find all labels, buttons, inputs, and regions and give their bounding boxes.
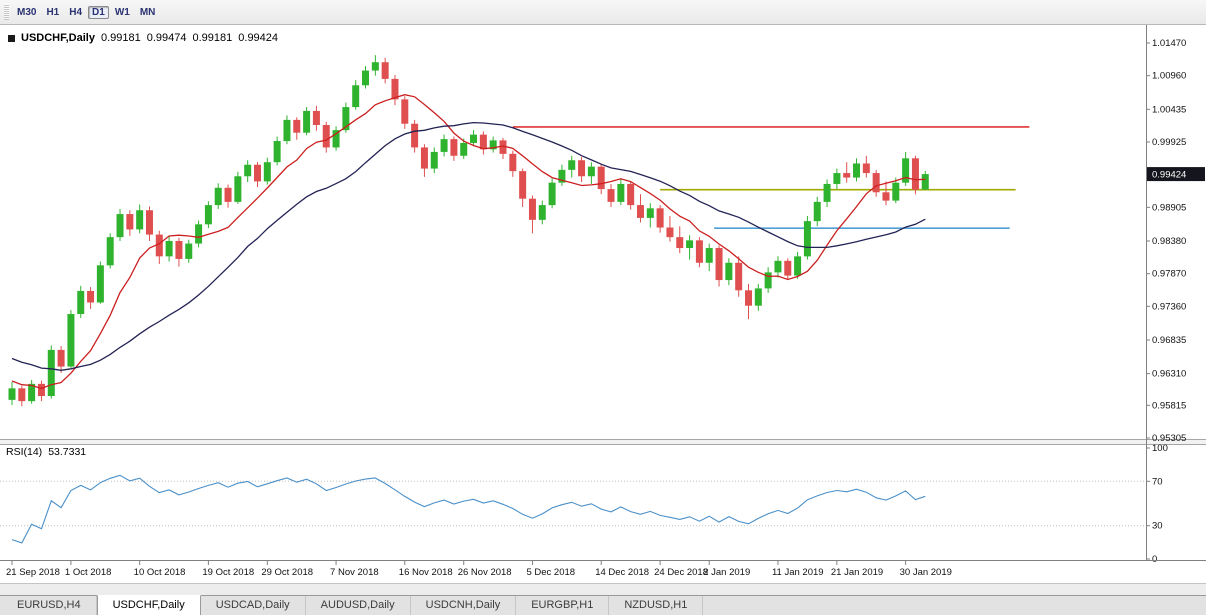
svg-text:30 Jan 2019: 30 Jan 2019 [900,567,952,578]
svg-text:1 Oct 2018: 1 Oct 2018 [65,567,111,578]
chart-tab-usdchf-daily[interactable]: USDCHF,Daily [96,595,201,615]
chart-window: 1.01470 1.00960 1.00435 0.99925 0.98905 0.983… [0,25,1206,595]
svg-text:21 Jan 2019: 21 Jan 2019 [831,567,883,578]
timeframe-button-h1[interactable]: H1 [46,7,60,18]
timeframe-buttons: M30 H1 H4 D1 W1 MN [12,2,160,22]
svg-text:0.97360: 0.97360 [1152,301,1186,312]
svg-text:0.98905: 0.98905 [1152,202,1186,213]
svg-text:1.00435: 1.00435 [1152,104,1186,115]
svg-text:0.96835: 0.96835 [1152,335,1186,346]
chart-tabs-bar: EURUSD,H4 USDCHF,Daily USDCAD,Daily AUDUSD,… [0,595,1206,615]
timeframe-button-h4[interactable]: H4 [69,7,83,18]
svg-text:0.95305: 0.95305 [1152,433,1186,444]
chart-tab-usdcad-daily[interactable]: USDCAD,Daily [201,596,306,615]
timeframe-button-mn[interactable]: MN [139,7,156,18]
svg-text:24 Dec 2018: 24 Dec 2018 [654,567,708,578]
rsi-plot [0,474,1146,544]
svg-text:5 Dec 2018: 5 Dec 2018 [526,567,575,578]
chart-tab-audusd-daily[interactable]: AUDUSD,Daily [306,596,411,615]
svg-text:16 Nov 2018: 16 Nov 2018 [399,567,453,578]
horizontal-scroll-strip[interactable] [0,583,1206,595]
svg-text:11 Jan 2019: 11 Jan 2019 [772,567,824,578]
svg-text:14 Dec 2018: 14 Dec 2018 [595,567,649,578]
toolbar-grip[interactable] [4,4,9,20]
chart-tab-nzdusd-h1[interactable]: NZDUSD,H1 [609,596,704,615]
svg-text:1.00960: 1.00960 [1152,71,1186,82]
svg-text:0.98380: 0.98380 [1152,236,1186,247]
timeframe-button-d1[interactable]: D1 [88,6,109,19]
date-axis[interactable]: 21 Sep 2018 1 Oct 2018 10 Oct 2018 19 Oct 2… [0,560,1206,579]
svg-text:30: 30 [1152,521,1163,532]
current-price-badge: 0.99424 [1147,167,1205,182]
chart-canvas[interactable]: 1.01470 1.00960 1.00435 0.99925 0.98905 0.983… [0,25,1206,595]
svg-text:0.96310: 0.96310 [1152,369,1186,380]
svg-text:0.99424: 0.99424 [1152,170,1186,181]
horizontal-line-objects[interactable] [512,126,1030,229]
svg-text:19 Oct 2018: 19 Oct 2018 [202,567,254,578]
timeframe-button-w1[interactable]: W1 [114,7,130,18]
chart-tab-eurgbp-h1[interactable]: EURGBP,H1 [516,596,610,615]
panel-divider[interactable] [0,439,1206,445]
chart-tab-usdcnh-daily[interactable]: USDCNH,Daily [411,596,517,615]
moving-average-lines [11,94,926,390]
svg-text:0.99925: 0.99925 [1152,137,1186,148]
svg-text:10 Oct 2018: 10 Oct 2018 [134,567,186,578]
svg-text:29 Oct 2018: 29 Oct 2018 [261,567,313,578]
svg-text:2 Jan 2019: 2 Jan 2019 [703,567,750,578]
timeframe-button-m30[interactable]: M30 [17,7,37,18]
svg-text:26 Nov 2018: 26 Nov 2018 [458,567,512,578]
candlestick-plot [8,55,929,407]
chart-tab-eurusd-h4[interactable]: EURUSD,H4 [2,596,97,615]
svg-text:7 Nov 2018: 7 Nov 2018 [330,567,379,578]
rsi-axis[interactable]: 100 70 30 0 [1146,443,1168,565]
timeframe-toolbar: M30 H1 H4 D1 W1 MN [0,0,1206,25]
svg-text:0: 0 [1152,554,1157,565]
svg-text:0.97870: 0.97870 [1152,269,1186,280]
svg-text:0.95815: 0.95815 [1152,400,1186,411]
svg-text:21 Sep 2018: 21 Sep 2018 [6,567,60,578]
svg-text:100: 100 [1152,443,1168,454]
price-axis[interactable]: 1.01470 1.00960 1.00435 0.99925 0.98905 0.983… [1146,25,1186,560]
svg-text:70: 70 [1152,476,1163,487]
svg-text:1.01470: 1.01470 [1152,38,1186,49]
